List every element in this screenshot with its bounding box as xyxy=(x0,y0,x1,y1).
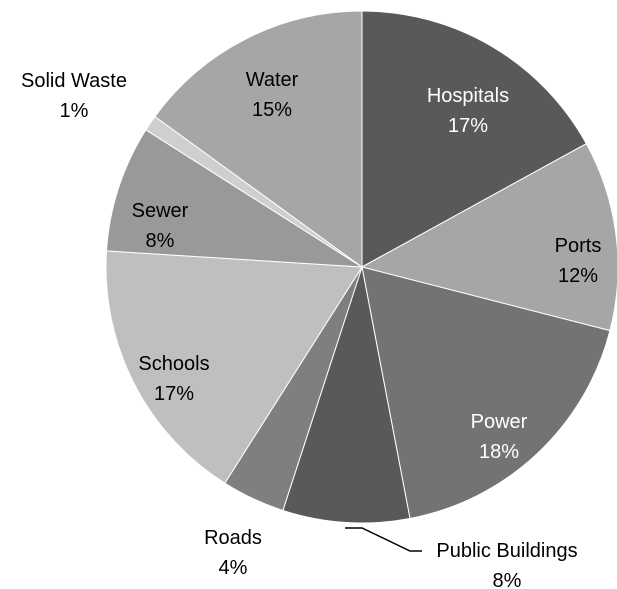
slice-category-label: Hospitals xyxy=(427,85,509,107)
data-label-ports: Ports 12% xyxy=(555,235,602,287)
slice-percent-label: 18% xyxy=(479,441,519,463)
slice-percent-label: 4% xyxy=(219,557,248,579)
slice-percent-label: 8% xyxy=(493,570,522,589)
slice-category-label: Water xyxy=(246,69,299,91)
slice-percent-label: 12% xyxy=(558,265,598,287)
slice-category-label: Roads xyxy=(204,527,262,549)
pie-slice-power xyxy=(361,266,611,520)
pie-slice-hospitals xyxy=(361,10,588,268)
slice-percent-label: 17% xyxy=(448,115,488,137)
slice-category-label: Solid Waste xyxy=(21,70,127,92)
pie-slices xyxy=(105,10,617,524)
pie-slice-water xyxy=(154,10,363,268)
slice-percent-label: 15% xyxy=(252,99,292,121)
slice-percent-label: 17% xyxy=(154,383,194,405)
data-labels: Hospitals 17% Ports 12% Power 18% Public Build… xyxy=(21,69,601,589)
leader-line-public-buildings xyxy=(345,527,422,552)
pie-slice-public-buildings xyxy=(282,266,411,524)
data-label-roads: Roads 4% xyxy=(204,527,262,579)
data-label-water: Water 15% xyxy=(246,69,299,121)
data-label-solid-waste: Solid Waste 1% xyxy=(21,70,127,122)
leader-lines xyxy=(345,527,422,552)
slice-category-label: Sewer xyxy=(132,200,189,222)
slice-category-label: Ports xyxy=(555,235,602,257)
slice-percent-label: 8% xyxy=(146,230,175,252)
data-label-hospitals: Hospitals 17% xyxy=(427,85,509,137)
data-label-sewer: Sewer 8% xyxy=(132,200,189,252)
slice-percent-label: 1% xyxy=(60,100,89,122)
slice-category-label: Power xyxy=(471,411,528,433)
pie-slice-ports xyxy=(360,142,617,332)
pie-slice-schools xyxy=(105,250,363,484)
data-label-public-buildings: Public Buildings 8% xyxy=(436,540,577,589)
slice-category-label: Public Buildings xyxy=(436,540,577,562)
data-label-schools: Schools 17% xyxy=(138,353,209,405)
data-label-power: Power 18% xyxy=(471,411,528,463)
pie-slice-sewer xyxy=(105,129,363,268)
slice-category-label: Schools xyxy=(138,353,209,375)
